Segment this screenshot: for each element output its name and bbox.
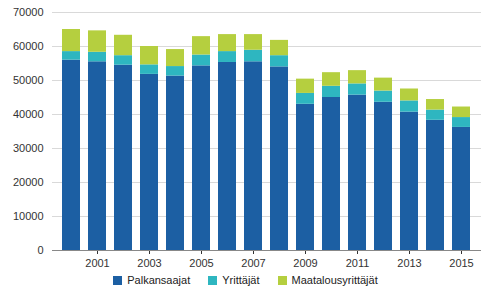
svg-text:2015: 2015 bbox=[449, 257, 473, 269]
svg-text:2007: 2007 bbox=[241, 257, 265, 269]
svg-text:40000: 40000 bbox=[13, 108, 44, 120]
svg-text:2003: 2003 bbox=[137, 257, 161, 269]
svg-text:2011: 2011 bbox=[346, 257, 370, 269]
svg-text:0: 0 bbox=[37, 244, 43, 256]
svg-text:20000: 20000 bbox=[13, 176, 44, 188]
svg-text:10000: 10000 bbox=[13, 210, 44, 222]
svg-text:2013: 2013 bbox=[397, 257, 421, 269]
svg-text:50000: 50000 bbox=[13, 74, 44, 86]
svg-text:60000: 60000 bbox=[13, 40, 44, 52]
svg-text:30000: 30000 bbox=[13, 142, 44, 154]
html-text:Yrittäjät: Yrittäjät bbox=[222, 274, 260, 286]
html-text:Maatalousyrittäjät: Maatalousyrittäjät bbox=[291, 274, 378, 286]
svg-text:70000: 70000 bbox=[13, 6, 44, 18]
svg-text:2005: 2005 bbox=[189, 257, 213, 269]
svg-text:2009: 2009 bbox=[293, 257, 317, 269]
html-text:Palkansaajat: Palkansaajat bbox=[127, 274, 191, 286]
svg-text:2001: 2001 bbox=[85, 257, 109, 269]
